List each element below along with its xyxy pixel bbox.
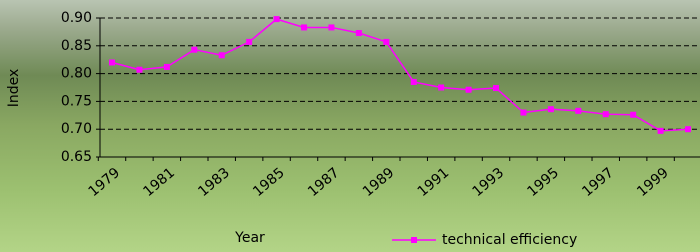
marker: [219, 52, 225, 58]
marker: [685, 126, 691, 132]
y-axis-label: Index: [6, 69, 22, 108]
legend-marker: [411, 237, 417, 243]
y-tick-label: 0.90: [61, 10, 92, 26]
marker: [191, 47, 197, 53]
marker: [520, 110, 526, 116]
y-tick-label: 0.80: [61, 66, 92, 82]
marker: [136, 67, 142, 73]
marker: [548, 106, 554, 112]
y-tick-label: 0.85: [61, 38, 92, 54]
marker: [658, 128, 664, 134]
marker: [603, 111, 609, 117]
marker: [630, 112, 636, 118]
marker: [246, 39, 252, 45]
marker: [274, 16, 280, 22]
marker: [109, 59, 115, 65]
marker: [164, 64, 170, 70]
background: [0, 0, 700, 252]
y-tick-label: 0.75: [61, 93, 92, 109]
legend-label: technical efficiency: [442, 232, 577, 248]
chart: Index Year 0.650.700.750.800.850.9019791…: [0, 0, 700, 252]
marker: [466, 87, 472, 93]
marker: [575, 108, 581, 114]
marker: [411, 79, 417, 85]
marker: [301, 24, 307, 30]
marker: [356, 30, 362, 36]
marker: [328, 24, 334, 30]
y-tick-label: 0.65: [61, 149, 92, 165]
marker: [383, 39, 389, 45]
y-tick-label: 0.70: [61, 121, 92, 137]
marker: [438, 85, 444, 91]
marker: [493, 85, 499, 91]
x-axis-label: Year: [234, 230, 265, 246]
